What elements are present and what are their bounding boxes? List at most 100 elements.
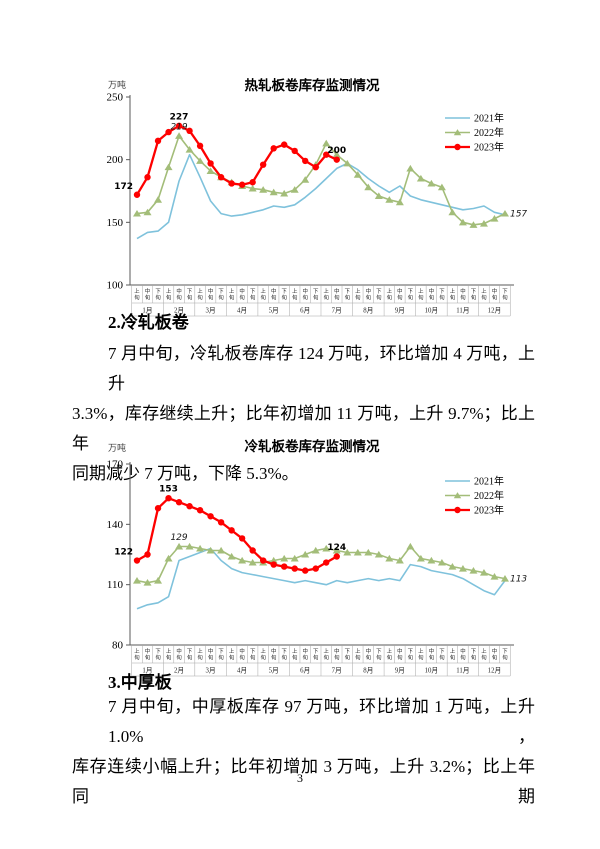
- svg-text:下旬: 下旬: [250, 648, 256, 662]
- svg-text:下旬: 下旬: [250, 288, 256, 302]
- series-line: [136, 135, 506, 226]
- data-point-marker: [280, 554, 289, 562]
- data-point-marker: [270, 561, 277, 568]
- svg-text:170: 170: [107, 459, 124, 471]
- legend-label: 2022年: [474, 489, 504, 502]
- svg-text:下旬: 下旬: [218, 648, 224, 662]
- svg-text:上旬: 上旬: [387, 647, 393, 662]
- chart-title: 热轧板卷库存监测情况: [245, 77, 380, 93]
- axes: [126, 462, 514, 646]
- data-point-marker: [364, 548, 373, 556]
- y-axis-unit-label: 万吨: [108, 442, 126, 453]
- svg-text:下旬: 下旬: [345, 648, 351, 662]
- data-point-marker: [312, 565, 319, 572]
- category-axis-grid: [131, 285, 511, 317]
- data-point-marker: [479, 219, 488, 227]
- svg-text:12月: 12月: [488, 307, 502, 315]
- page-number: 3: [297, 771, 303, 785]
- svg-text:10月: 10月: [425, 667, 439, 675]
- data-point-marker: [427, 179, 436, 187]
- data-point-marker: [238, 556, 247, 564]
- data-point-marker: [323, 559, 330, 566]
- month-tick-labels: 1月 2月 3月 4月 5月 6月 7月 8月 9月 10月 11月 12月: [142, 667, 501, 675]
- svg-text:11月: 11月: [456, 667, 469, 675]
- data-point-marker: [385, 554, 394, 562]
- legend-label: 2022年: [474, 126, 504, 139]
- data-point-marker: [206, 546, 215, 554]
- data-label: 157: [510, 210, 527, 220]
- svg-text:下旬: 下旬: [155, 648, 161, 662]
- svg-text:10月: 10月: [425, 307, 439, 315]
- data-point-marker: [228, 527, 235, 534]
- svg-text:6月: 6月: [300, 307, 310, 315]
- data-point-marker: [332, 546, 341, 554]
- y-tick-labels: 80 110 140 170: [107, 459, 124, 652]
- section-heading-medium-plate: 3.中厚板: [108, 673, 172, 692]
- data-point-marker: [416, 554, 425, 562]
- svg-text:上旬: 上旬: [134, 287, 140, 302]
- data-label: 219: [170, 122, 187, 132]
- legend-marker: [454, 506, 461, 514]
- data-point-marker: [301, 550, 310, 558]
- data-point-marker: [385, 196, 394, 203]
- svg-text:上旬: 上旬: [450, 287, 456, 302]
- svg-text:中旬: 中旬: [271, 287, 277, 302]
- data-point-marker: [322, 544, 331, 552]
- data-point-marker: [500, 209, 509, 217]
- svg-text:7月: 7月: [332, 307, 342, 315]
- svg-text:中旬: 中旬: [176, 647, 182, 662]
- data-point-marker: [311, 546, 320, 554]
- paragraph-line: 同期减少 7 万吨，下降 5.3%。: [72, 464, 299, 483]
- data-point-marker: [291, 565, 298, 572]
- svg-text:8月: 8月: [363, 307, 373, 315]
- svg-text:250: 250: [107, 92, 124, 104]
- legend-label: 2021年: [474, 475, 504, 488]
- data-point-marker: [332, 151, 341, 158]
- data-point-marker: [395, 556, 404, 564]
- data-point-marker: [302, 567, 309, 574]
- data-point-marker: [238, 535, 246, 542]
- data-point-marker: [469, 566, 478, 574]
- data-point-marker: [270, 145, 277, 152]
- data-point-marker: [217, 519, 225, 526]
- data-point-marker: [280, 563, 288, 570]
- svg-text:下旬: 下旬: [281, 288, 287, 302]
- period-tick-labels: 上旬中旬下旬上旬中旬下旬上旬中旬下旬上旬中旬下旬上旬中旬下旬上旬中旬下旬上旬中旬…: [134, 287, 508, 302]
- data-point-marker: [154, 505, 162, 512]
- svg-text:上旬: 上旬: [229, 287, 235, 302]
- data-point-marker: [437, 183, 446, 191]
- series-2022年: [133, 542, 509, 586]
- svg-text:中旬: 中旬: [208, 287, 214, 302]
- data-point-marker: [175, 122, 183, 130]
- data-point-marker: [164, 163, 173, 171]
- data-point-marker: [269, 188, 278, 196]
- svg-text:中旬: 中旬: [460, 287, 466, 302]
- svg-text:中旬: 中旬: [397, 287, 403, 302]
- data-point-marker: [437, 558, 446, 566]
- svg-text:3月: 3月: [205, 307, 215, 315]
- data-point-marker: [448, 208, 457, 216]
- svg-text:中旬: 中旬: [492, 647, 498, 662]
- svg-text:110: 110: [107, 579, 124, 591]
- data-point-marker: [458, 218, 467, 226]
- cold-rolled-coil-chart-svg: 冷轧板卷库存监测情况万吨80110140170上旬中旬下旬上旬中旬下旬上旬中旬下…: [107, 438, 527, 677]
- y-tick-labels: 100 150 200 250: [107, 92, 124, 292]
- svg-text:上旬: 上旬: [324, 287, 330, 302]
- data-point-marker: [374, 550, 383, 558]
- svg-text:下旬: 下旬: [408, 648, 414, 662]
- data-point-marker: [154, 137, 162, 145]
- legend-marker: [453, 129, 462, 136]
- data-point-marker: [290, 554, 299, 562]
- svg-text:下旬: 下旬: [313, 288, 319, 302]
- svg-text:上旬: 上旬: [450, 647, 456, 662]
- data-point-marker: [280, 141, 288, 148]
- paragraph-line: 库存连续小幅上升；比年初增加 3 万吨，上升 3.2%；比上年同期: [72, 757, 535, 806]
- data-point-marker: [133, 577, 141, 584]
- data-point-marker: [248, 558, 257, 566]
- svg-text:2月: 2月: [174, 307, 184, 315]
- series-line: [136, 153, 506, 240]
- svg-text:中旬: 中旬: [303, 647, 309, 662]
- legend-label: 2021年: [474, 112, 504, 125]
